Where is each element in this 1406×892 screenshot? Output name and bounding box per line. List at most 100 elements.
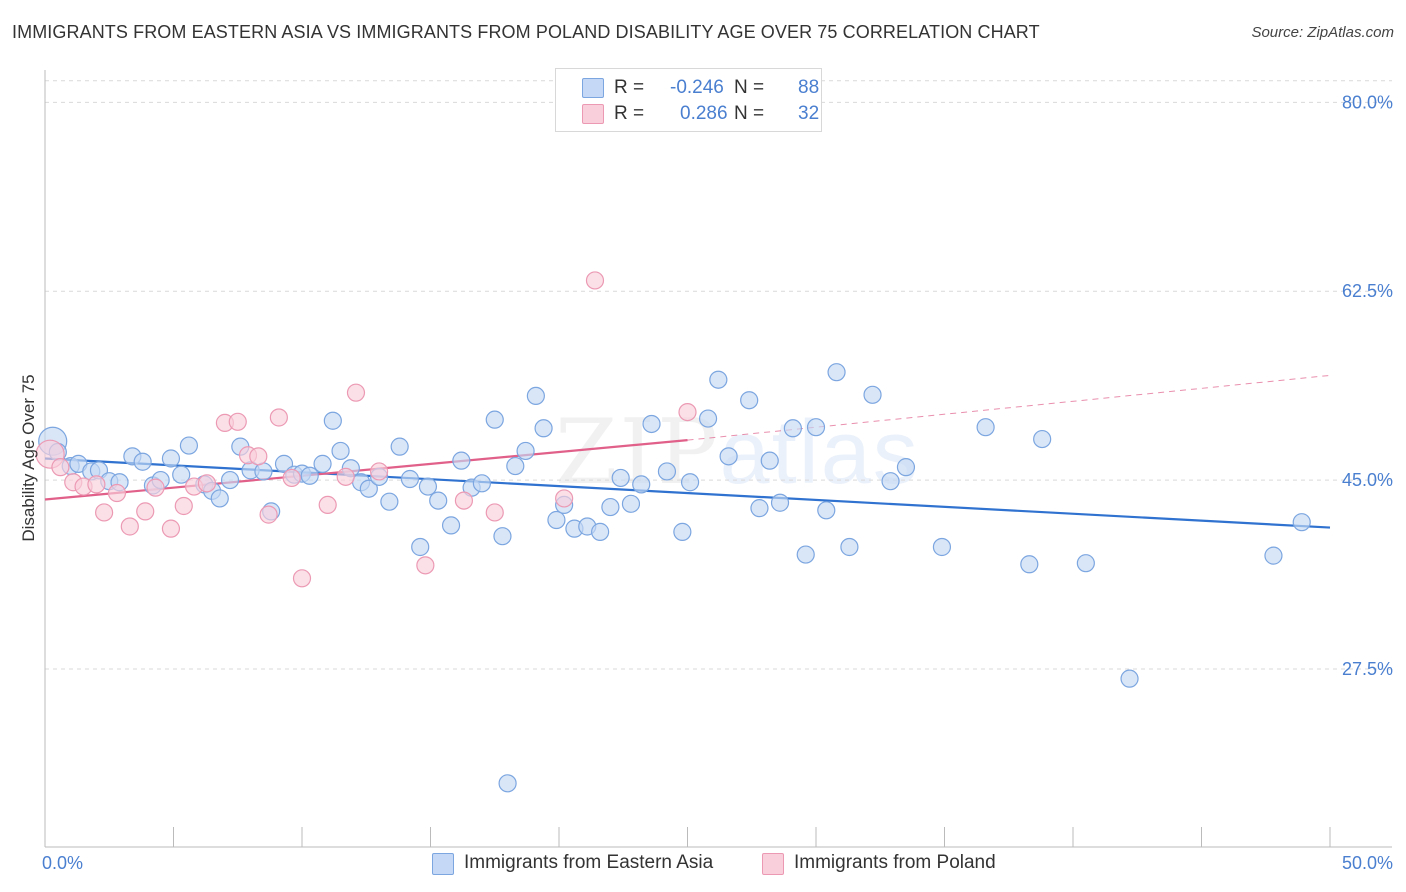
poland-point xyxy=(249,447,268,466)
eastern-asia-point xyxy=(506,456,525,476)
poland-point xyxy=(370,462,389,481)
eastern-asia-point xyxy=(932,537,952,557)
eastern-asia-point xyxy=(441,516,461,535)
eastern-asia-point xyxy=(770,493,790,512)
eastern-asia-point xyxy=(418,477,438,496)
eastern-asia-point xyxy=(673,522,692,541)
y-tick-label: 80.0% xyxy=(1342,92,1393,112)
eastern-asia-point xyxy=(881,472,900,491)
y-tick-label: 62.5% xyxy=(1342,281,1393,301)
eastern-asia-point xyxy=(526,386,545,406)
eastern-asia-point xyxy=(796,545,815,564)
eastern-asia-point xyxy=(1020,555,1039,574)
x-tick-label: 50.0% xyxy=(1342,853,1393,873)
eastern-asia-point xyxy=(300,466,319,485)
eastern-asia-point xyxy=(1264,546,1283,565)
eastern-asia-point xyxy=(493,527,512,546)
eastern-asia-point xyxy=(220,470,240,490)
stats-r-label: R = xyxy=(614,77,645,98)
poland-point xyxy=(555,489,574,508)
eastern-asia-point xyxy=(210,489,229,508)
poland-point xyxy=(259,505,278,524)
eastern-asia-point xyxy=(591,522,610,541)
stats-n-value: 88 xyxy=(798,77,820,98)
y-tick-label: 27.5% xyxy=(1342,659,1393,679)
tick-labels: 27.5% 45.0% 62.5% 80.0% 0.0% 50.0% Disability … xyxy=(19,92,1393,873)
eastern-asia-point xyxy=(783,419,802,438)
poland-point xyxy=(146,478,165,497)
poland-point xyxy=(136,502,155,521)
eastern-asia-point xyxy=(1076,554,1095,573)
poland-point xyxy=(416,556,435,575)
eastern-asia-point xyxy=(719,447,738,466)
source-label: Source: ZipAtlas.com xyxy=(1251,24,1394,41)
eastern-asia-point xyxy=(380,492,399,511)
poland-point xyxy=(485,503,504,522)
poland-point xyxy=(95,503,114,522)
eastern-asia-point xyxy=(642,414,661,434)
eastern-asia-point xyxy=(896,458,916,477)
stats-swatch-pink xyxy=(582,104,604,124)
poland-point xyxy=(87,475,106,494)
eastern-asia-point xyxy=(254,462,273,481)
eastern-asia-point xyxy=(172,465,191,484)
eastern-asia-point xyxy=(485,410,504,429)
eastern-asia-point xyxy=(680,473,700,492)
eastern-asia-point xyxy=(740,391,759,410)
poland-point xyxy=(269,408,288,427)
eastern-asia-point xyxy=(133,452,152,471)
eastern-asia-point xyxy=(840,537,859,557)
eastern-asia-point xyxy=(817,501,836,520)
poland-point xyxy=(318,495,337,515)
eastern-asia-point xyxy=(161,449,181,468)
y-axis-title: Disability Age Over 75 xyxy=(19,374,38,541)
eastern-asia-point xyxy=(750,499,769,518)
eastern-asia-point xyxy=(498,774,517,793)
stats-n-label: N = xyxy=(734,103,765,124)
poland-point xyxy=(197,474,217,493)
eastern-asia-point xyxy=(547,510,566,530)
chart-title: IMMIGRANTS FROM EASTERN ASIA VS IMMIGRAN… xyxy=(12,22,1040,42)
eastern-asia-point xyxy=(331,441,350,461)
eastern-asia-point xyxy=(516,441,535,461)
eastern-asia-point xyxy=(1292,513,1311,532)
eastern-asia-point xyxy=(698,409,718,428)
poland-point xyxy=(585,271,605,290)
poland-point xyxy=(51,458,70,477)
eastern-asia-point xyxy=(452,451,471,470)
poland-point xyxy=(282,468,301,488)
poland-trend-extension xyxy=(687,374,1331,441)
eastern-asia-point xyxy=(359,479,378,498)
eastern-asia-point xyxy=(621,494,641,513)
eastern-asia-point xyxy=(1120,669,1139,688)
eastern-asia-point xyxy=(657,462,677,481)
poland-point xyxy=(174,496,193,516)
eastern-asia-trend-line xyxy=(44,457,1331,529)
x-tick-label: 0.0% xyxy=(42,853,83,873)
eastern-asia-point xyxy=(429,491,448,510)
eastern-asia-point xyxy=(601,497,620,517)
eastern-asia-point xyxy=(390,437,409,456)
poland-point xyxy=(228,412,247,431)
eastern-asia-point xyxy=(313,454,332,473)
stats-swatch-blue xyxy=(582,78,604,98)
stats-box: R = -0.246 N = 88 R = 0.286 N = 32 xyxy=(555,68,822,132)
eastern-asia-point xyxy=(400,469,420,489)
poland-point xyxy=(292,569,312,588)
legend-label: Immigrants from Poland xyxy=(794,852,996,873)
eastern-asia-point xyxy=(863,385,882,404)
eastern-asia-point xyxy=(611,468,630,488)
eastern-asia-point xyxy=(323,411,342,430)
eastern-asia-point xyxy=(709,370,728,389)
data-points xyxy=(35,271,1311,793)
eastern-asia-point xyxy=(179,436,199,455)
eastern-asia-point xyxy=(806,418,826,437)
poland-point xyxy=(346,383,366,402)
eastern-asia-point xyxy=(976,418,995,437)
eastern-asia-point xyxy=(827,363,846,382)
legend-label: Immigrants from Eastern Asia xyxy=(464,852,714,873)
eastern-asia-point xyxy=(632,475,651,494)
legend-swatch-pink xyxy=(762,853,784,875)
stats-n-value: 32 xyxy=(798,103,820,124)
poland-point xyxy=(107,483,127,503)
